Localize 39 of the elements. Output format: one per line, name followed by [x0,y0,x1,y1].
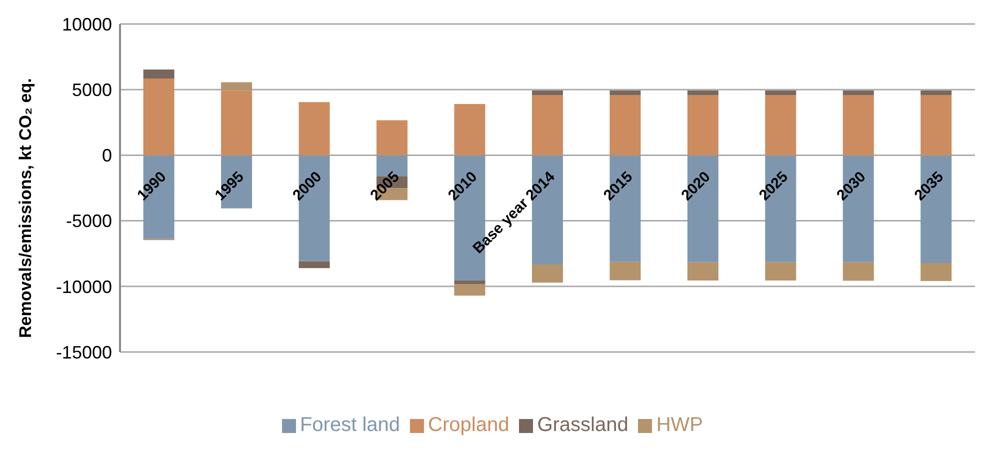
y-tick-label: -15000 [56,342,112,362]
y-tick-label: -5000 [66,211,112,232]
bar [221,82,252,91]
bar [765,262,796,280]
legend-label: Cropland [428,414,510,436]
bar [221,90,252,156]
y-tick-label: 0 [102,146,112,166]
y-tick-label: 5000 [72,80,112,100]
bar [610,90,641,96]
bar [687,262,718,280]
y-axis-title: Removals/emissions, kt CO₂ eq. [16,78,36,338]
bar [532,95,563,156]
bar [143,70,174,78]
legend-label: Grassland [537,414,628,436]
bar [298,261,330,268]
bar [842,262,874,281]
bar [454,104,486,156]
legend-label: Forest land [300,414,400,436]
bar [842,95,874,156]
bar [687,95,718,156]
bar [143,78,174,156]
bar [298,102,330,156]
bar [765,90,796,96]
y-tick-label: -10000 [56,276,112,297]
bar [532,90,563,96]
bar [610,262,641,280]
bar [920,95,952,156]
y-tick-label: 10000 [62,14,112,34]
bar [920,90,952,96]
bar [532,264,563,283]
bar [454,280,486,284]
bar [454,284,486,296]
bar [765,95,796,156]
bar [610,95,641,156]
bar [920,263,952,282]
bar [376,120,408,156]
bar [687,90,718,96]
bar [842,90,874,96]
legend-label: HWP [656,414,704,436]
